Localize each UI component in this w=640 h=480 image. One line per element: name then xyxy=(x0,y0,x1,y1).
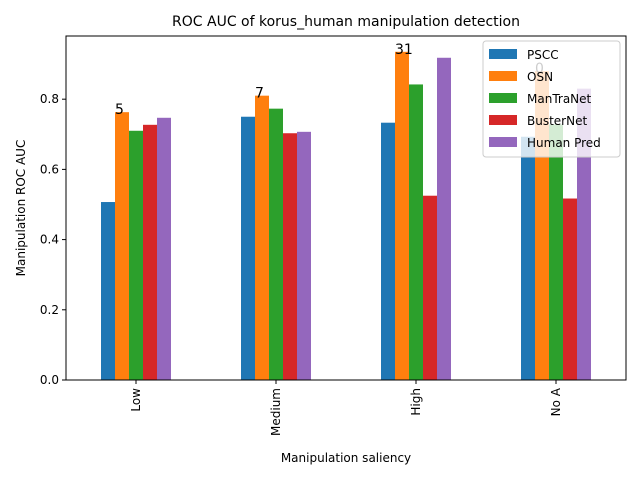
legend-label-busternet: BusterNet xyxy=(527,114,587,128)
y-tick-label: 0.2 xyxy=(40,303,59,317)
x-tick-label-low: Low xyxy=(129,388,143,412)
annotation-low: 5 xyxy=(115,102,124,118)
legend-swatch-pscc xyxy=(489,49,517,59)
plot-frame xyxy=(65,35,627,381)
bar-osn-low xyxy=(115,112,129,381)
bar-osn-medium xyxy=(255,95,269,381)
y-tick-label: 0.6 xyxy=(40,162,59,176)
legend-swatch-mantranet xyxy=(489,93,517,103)
y-tick-label: 0.0 xyxy=(40,373,59,387)
bar-busternet-low xyxy=(143,124,157,380)
legend-label-human-pred: Human Pred xyxy=(527,136,601,150)
x-tick-label-high: High xyxy=(409,388,423,416)
x-axis-ticks: Low Medium High No A xyxy=(129,380,563,436)
legend-swatch-human-pred xyxy=(489,137,517,147)
bar-pscc-no-a xyxy=(521,136,535,380)
legend-label-osn: OSN xyxy=(527,70,553,84)
legend-label-pscc: PSCC xyxy=(527,48,559,62)
bar-osn-high xyxy=(395,51,409,380)
bar-busternet-medium xyxy=(283,133,297,380)
legend-swatch-busternet xyxy=(489,115,517,125)
annotation-high: 31 xyxy=(395,42,413,58)
y-axis-ticks: 0.0 0.2 0.4 0.6 0.8 xyxy=(40,92,66,387)
bar-busternet-no-a xyxy=(563,198,577,380)
annotation-medium: 7 xyxy=(255,86,264,102)
x-tick-label-no-a: No A xyxy=(549,387,563,416)
legend-box xyxy=(482,40,621,158)
legend-label-mantranet: ManTraNet xyxy=(527,92,592,106)
bar-pscc-low xyxy=(101,202,115,380)
x-tick-label-medium: Medium xyxy=(269,388,283,436)
x-axis-label: Manipulation saliency xyxy=(281,451,411,465)
y-axis-label: Manipulation ROC AUC xyxy=(14,140,28,277)
bar-pscc-medium xyxy=(241,116,255,381)
bar-human-pred-low xyxy=(157,117,171,381)
legend: PSCC OSN ManTraNet BusterNet Human Pred xyxy=(482,40,621,158)
bar-human-pred-medium xyxy=(297,131,311,380)
bar-mantranet-medium xyxy=(269,108,283,380)
bar-busternet-high xyxy=(423,195,437,380)
y-tick-label: 0.8 xyxy=(40,92,59,106)
chart-title: ROC AUC of korus_human manipulation dete… xyxy=(172,14,520,30)
bar-mantranet-high xyxy=(409,84,423,380)
bar-mantranet-no-a xyxy=(549,124,563,380)
bar-human-pred-high xyxy=(437,57,451,380)
legend-swatch-osn xyxy=(489,71,517,81)
bar-human-pred-no-a xyxy=(577,88,591,380)
bar-mantranet-low xyxy=(129,130,143,380)
bar-pscc-high xyxy=(381,122,395,381)
y-tick-label: 0.4 xyxy=(40,233,59,247)
